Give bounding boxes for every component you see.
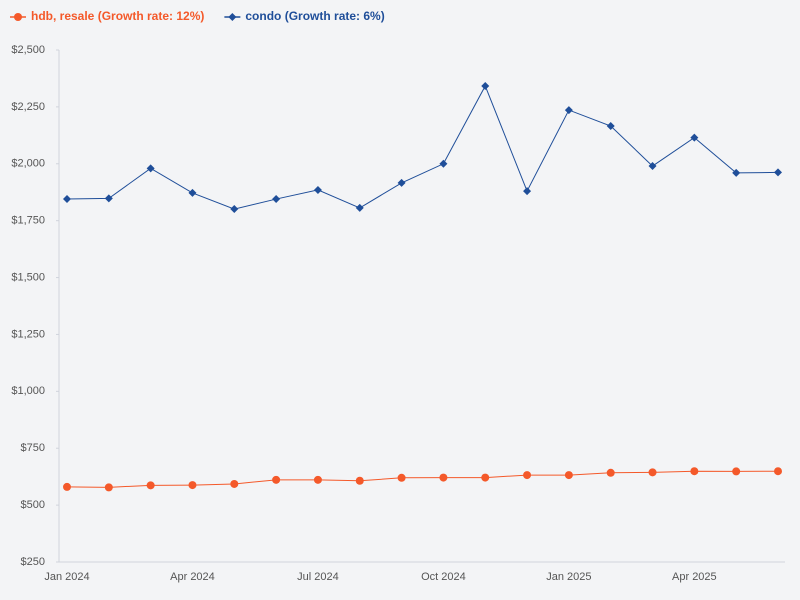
x-tick-label: Oct 2024 bbox=[421, 571, 466, 583]
data-point bbox=[606, 122, 615, 131]
legend-label: condo (Growth rate: 6%) bbox=[245, 9, 384, 23]
data-point bbox=[564, 471, 573, 480]
data-point bbox=[648, 162, 657, 171]
data-point bbox=[397, 178, 406, 187]
data-point bbox=[523, 471, 532, 480]
data-point bbox=[564, 106, 573, 115]
x-tick-label: Jul 2024 bbox=[297, 571, 339, 583]
y-tick-label: $250 bbox=[21, 556, 45, 568]
data-point bbox=[648, 468, 657, 477]
data-point bbox=[439, 473, 448, 482]
y-tick-label: $750 bbox=[21, 442, 45, 454]
x-tick-label: Apr 2025 bbox=[672, 571, 717, 583]
data-point bbox=[732, 168, 741, 177]
y-tick-label: $1,000 bbox=[11, 385, 45, 397]
data-point bbox=[63, 482, 71, 491]
legend-marker bbox=[228, 13, 237, 21]
data-point bbox=[188, 481, 197, 490]
x-tick-label: Jan 2024 bbox=[44, 571, 89, 583]
data-point bbox=[774, 467, 782, 476]
y-tick-label: $2,250 bbox=[11, 101, 45, 113]
data-point bbox=[146, 481, 155, 490]
data-point bbox=[732, 467, 741, 476]
y-tick-label: $1,500 bbox=[11, 271, 45, 283]
data-point bbox=[63, 195, 71, 204]
legend-label: hdb, resale (Growth rate: 12%) bbox=[31, 9, 204, 23]
data-point bbox=[481, 473, 490, 482]
data-point bbox=[272, 475, 281, 484]
series-line bbox=[66, 470, 779, 488]
data-point bbox=[774, 168, 782, 177]
data-point bbox=[146, 164, 155, 173]
data-point bbox=[104, 483, 113, 492]
data-point bbox=[690, 467, 699, 476]
y-tick-label: $500 bbox=[21, 499, 45, 511]
data-point bbox=[313, 475, 322, 484]
data-point bbox=[439, 159, 448, 168]
x-tick-label: Apr 2024 bbox=[170, 571, 215, 583]
data-point bbox=[355, 476, 364, 485]
data-point bbox=[104, 194, 113, 203]
data-point bbox=[397, 473, 406, 482]
y-tick-label: $2,500 bbox=[11, 44, 45, 56]
data-point bbox=[606, 468, 615, 477]
series-line bbox=[66, 84, 779, 210]
y-tick-label: $2,000 bbox=[11, 158, 45, 170]
data-point bbox=[355, 203, 364, 212]
data-point bbox=[481, 81, 490, 90]
y-tick-label: $1,750 bbox=[11, 215, 45, 227]
data-point bbox=[313, 185, 322, 194]
data-point bbox=[690, 133, 699, 142]
data-point bbox=[523, 187, 532, 196]
x-tick-label: Jan 2025 bbox=[546, 571, 591, 583]
data-point bbox=[230, 479, 239, 488]
data-point bbox=[230, 205, 239, 214]
data-point bbox=[188, 188, 197, 197]
data-point bbox=[272, 195, 281, 204]
legend-marker bbox=[14, 13, 22, 21]
y-tick-label: $1,250 bbox=[11, 328, 45, 340]
